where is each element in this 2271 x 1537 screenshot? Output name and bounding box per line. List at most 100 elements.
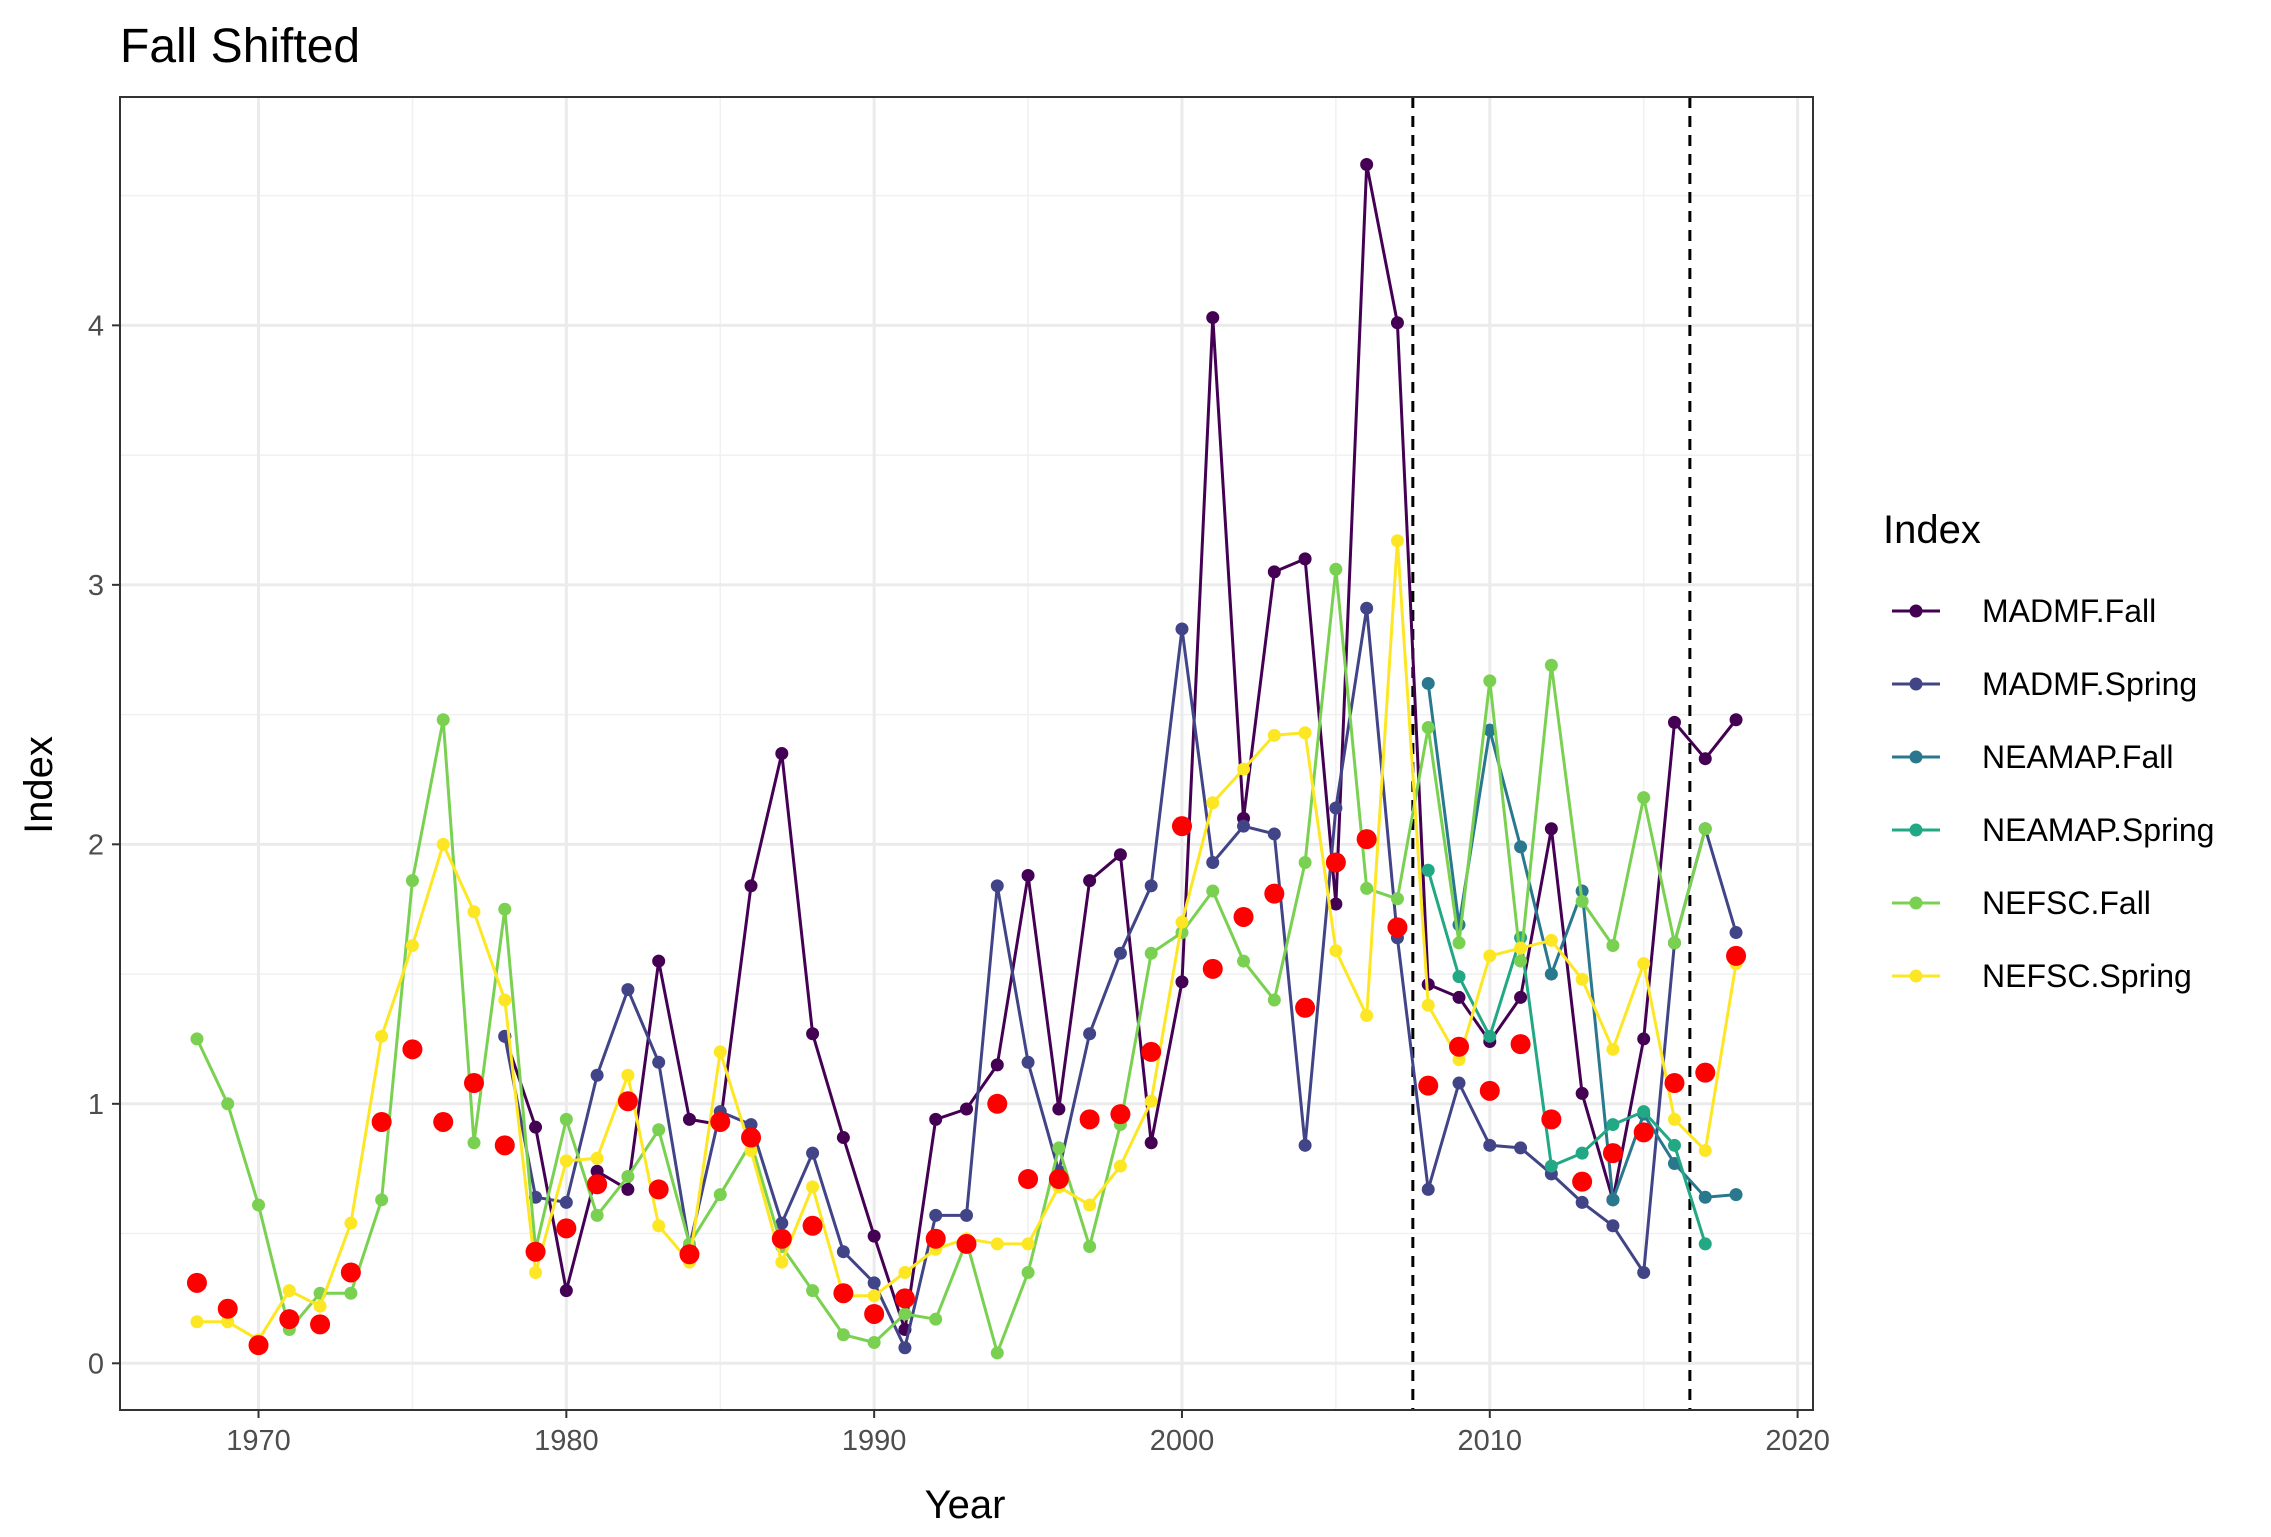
data-point xyxy=(1421,721,1435,735)
data-point xyxy=(775,1255,789,1269)
data-point xyxy=(713,1045,727,1059)
red-data-point xyxy=(1325,852,1346,873)
data-point xyxy=(498,902,512,916)
legend-item-nefsc-spring: NEFSC.Spring xyxy=(1892,958,2192,994)
red-data-point xyxy=(1510,1034,1531,1055)
data-point xyxy=(1452,970,1466,984)
data-point xyxy=(1360,1009,1374,1023)
red-data-point xyxy=(1602,1143,1623,1164)
data-point xyxy=(1606,1193,1620,1207)
data-point xyxy=(375,1193,389,1207)
red-data-point xyxy=(587,1174,608,1195)
data-point xyxy=(1298,552,1312,566)
data-point xyxy=(867,1336,881,1350)
data-point xyxy=(990,1346,1004,1360)
data-point xyxy=(1667,1138,1681,1152)
data-point xyxy=(344,1216,358,1230)
data-point xyxy=(1729,1188,1743,1202)
red-data-point xyxy=(1202,958,1223,979)
x-tick-label: 1980 xyxy=(534,1425,599,1457)
data-point xyxy=(529,1120,543,1134)
red-data-point xyxy=(1479,1080,1500,1101)
data-point xyxy=(190,1315,204,1329)
red-data-point xyxy=(279,1309,300,1330)
data-point xyxy=(1298,855,1312,869)
data-point xyxy=(1514,990,1528,1004)
red-data-point xyxy=(1633,1122,1654,1143)
data-point xyxy=(1329,801,1343,815)
data-point xyxy=(1452,936,1466,950)
data-point xyxy=(1329,944,1343,958)
data-point xyxy=(744,1144,758,1158)
data-point xyxy=(1237,954,1251,968)
data-point xyxy=(1667,1112,1681,1126)
legend-key-point xyxy=(1909,750,1923,764)
series-madmf-fall xyxy=(498,157,1743,1337)
red-data-point xyxy=(1018,1169,1039,1190)
red-data-point xyxy=(925,1228,946,1249)
data-point xyxy=(1267,565,1281,579)
red-data-point xyxy=(894,1288,915,1309)
red-data-point xyxy=(679,1244,700,1265)
data-point xyxy=(1637,957,1651,971)
data-point xyxy=(1575,972,1589,986)
data-point xyxy=(405,939,419,953)
data-point xyxy=(836,1328,850,1342)
data-point xyxy=(1329,562,1343,576)
data-point xyxy=(1329,897,1343,911)
data-point xyxy=(1421,998,1435,1012)
data-point xyxy=(436,837,450,851)
x-axis: 1970 1980 1990 2000 2010 2020 xyxy=(226,1410,1830,1457)
data-point xyxy=(1544,822,1558,836)
red-data-point xyxy=(648,1179,669,1200)
legend-label: MADMF.Fall xyxy=(1982,593,2156,629)
data-point xyxy=(1544,658,1558,672)
red-data-point xyxy=(771,1228,792,1249)
data-point xyxy=(1729,713,1743,727)
data-point xyxy=(1113,946,1127,960)
data-point xyxy=(1021,1055,1035,1069)
data-point xyxy=(867,1289,881,1303)
data-point xyxy=(867,1276,881,1290)
data-point xyxy=(1483,949,1497,963)
series-nefsc-spring xyxy=(190,534,1743,1347)
legend-title: Index xyxy=(1883,508,1981,552)
data-point xyxy=(1021,1265,1035,1279)
data-point xyxy=(652,1219,666,1233)
data-point xyxy=(1483,1029,1497,1043)
red-data-point xyxy=(1110,1104,1131,1125)
data-point xyxy=(1483,723,1497,737)
data-point xyxy=(467,1136,481,1150)
legend-item-madmf-fall: MADMF.Fall xyxy=(1892,593,2156,629)
data-point xyxy=(529,1265,543,1279)
data-point xyxy=(1452,1076,1466,1090)
data-point xyxy=(1144,1136,1158,1150)
data-point xyxy=(1206,855,1220,869)
series-layer xyxy=(190,157,1743,1360)
data-point xyxy=(990,1058,1004,1072)
data-point xyxy=(990,879,1004,893)
data-point xyxy=(929,1312,943,1326)
data-point xyxy=(621,983,635,997)
data-point xyxy=(621,1182,635,1196)
data-point xyxy=(1175,915,1189,929)
data-point xyxy=(590,1151,604,1165)
red-data-point xyxy=(833,1283,854,1304)
red-data-point xyxy=(463,1073,484,1094)
data-point xyxy=(1390,892,1404,906)
y-tick-label: 0 xyxy=(88,1348,104,1380)
x-tick-label: 1970 xyxy=(226,1425,291,1457)
data-point xyxy=(1206,884,1220,898)
data-point xyxy=(1544,1159,1558,1173)
series-nefsc-fall xyxy=(190,562,1712,1360)
red-data-point xyxy=(1171,816,1192,837)
data-point xyxy=(1052,1102,1066,1116)
y-axis-title: Index xyxy=(17,736,61,834)
data-point xyxy=(1021,868,1035,882)
red-data-point xyxy=(310,1314,331,1335)
data-point xyxy=(1606,939,1620,953)
red-data-point xyxy=(1449,1036,1470,1057)
data-point xyxy=(744,879,758,893)
data-point xyxy=(498,993,512,1007)
data-point xyxy=(1267,728,1281,742)
